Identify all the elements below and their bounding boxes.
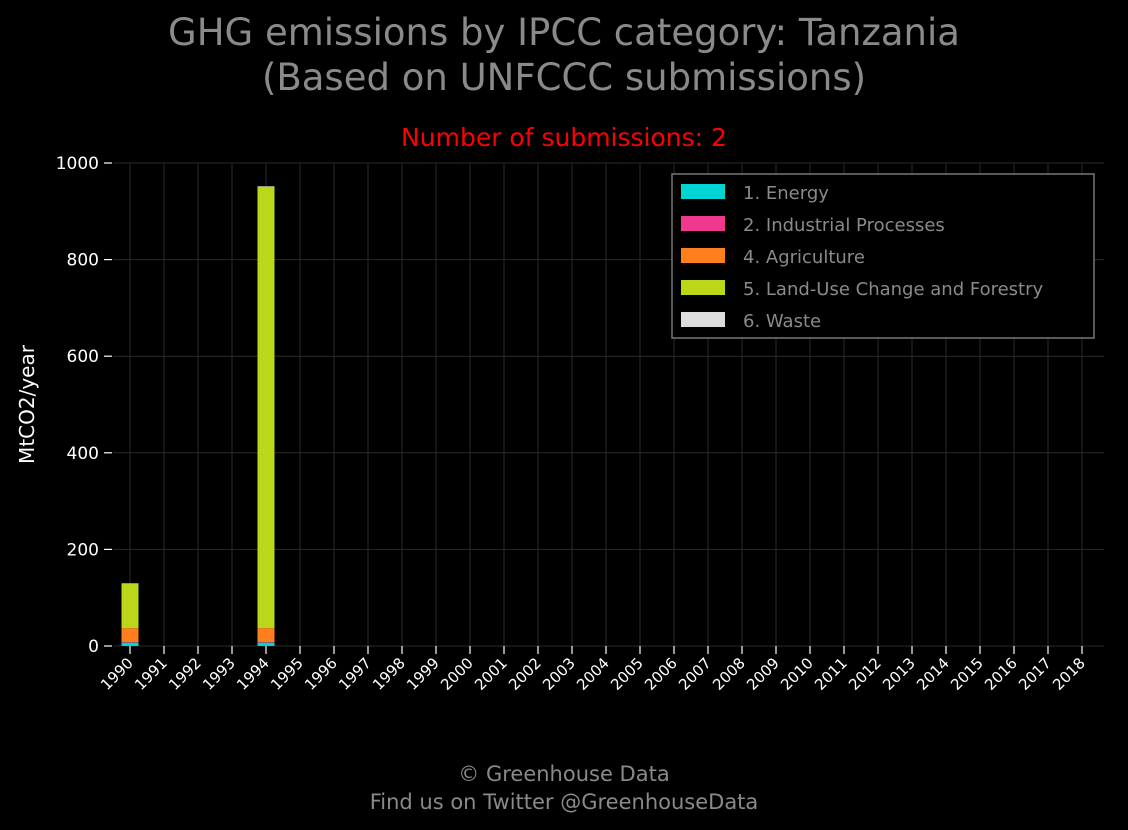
legend-swatch bbox=[681, 216, 725, 231]
bar-segment bbox=[121, 642, 139, 646]
legend-box bbox=[671, 173, 1095, 339]
x-tick-label: 2005 bbox=[607, 654, 647, 694]
x-tick-label: 2006 bbox=[641, 654, 681, 694]
x-tick-label: 1999 bbox=[403, 654, 443, 694]
x-tick-label: 1991 bbox=[131, 654, 171, 694]
x-tick-label: 2009 bbox=[743, 654, 783, 694]
x-tick-label: 1995 bbox=[267, 654, 307, 694]
chart-title-line-1: GHG emissions by IPCC category: Tanzania bbox=[168, 11, 960, 54]
legend-swatch bbox=[681, 248, 725, 263]
y-axis-label: MtCO2/year bbox=[15, 344, 39, 464]
x-tick-label: 2010 bbox=[777, 654, 817, 694]
footer: © Greenhouse Data Find us on Twitter @Gr… bbox=[0, 760, 1128, 816]
x-tick-label: 2000 bbox=[437, 654, 477, 694]
x-tick-label: 1994 bbox=[233, 654, 273, 694]
submission-count: Number of submissions: 2 bbox=[401, 123, 727, 152]
x-tick-label: 1996 bbox=[301, 654, 341, 694]
bar-segment bbox=[257, 628, 275, 643]
x-tick-label: 2008 bbox=[709, 654, 749, 694]
y-tick-label: 600 bbox=[67, 347, 99, 367]
bar-segment bbox=[121, 583, 139, 629]
x-tick-label: 2013 bbox=[879, 654, 919, 694]
legend-swatch bbox=[681, 280, 725, 295]
x-tick-label: 2016 bbox=[981, 654, 1021, 694]
legend-label: 6. Waste bbox=[743, 311, 821, 332]
x-tick-label: 1997 bbox=[335, 654, 375, 694]
legend-label: 2. Industrial Processes bbox=[743, 215, 945, 236]
x-tick-label: 1993 bbox=[199, 654, 239, 694]
x-tick-label: 2004 bbox=[573, 654, 613, 694]
y-tick-label: 200 bbox=[67, 540, 99, 560]
x-tick-label: 2012 bbox=[845, 654, 885, 694]
x-tick-label: 2014 bbox=[913, 654, 953, 694]
y-tick-label: 400 bbox=[67, 444, 99, 464]
y-tick-label: 800 bbox=[67, 251, 99, 271]
bar-segment bbox=[121, 628, 139, 643]
legend-label: 5. Land-Use Change and Forestry bbox=[743, 279, 1043, 300]
y-tick-label: 0 bbox=[88, 637, 99, 657]
x-tick-label: 1992 bbox=[165, 654, 205, 694]
legend-label: 4. Agriculture bbox=[743, 247, 865, 268]
twitter-text: Find us on Twitter @GreenhouseData bbox=[369, 790, 759, 814]
legend-swatch bbox=[681, 184, 725, 199]
copyright-text: © Greenhouse Data bbox=[458, 762, 670, 786]
x-tick-label: 2017 bbox=[1015, 654, 1055, 694]
emissions-chart: 0200400600800100019901991199219931994199… bbox=[15, 154, 1104, 694]
legend-swatch bbox=[681, 312, 725, 327]
y-tick-label: 1000 bbox=[56, 154, 99, 174]
x-tick-label: 1998 bbox=[369, 654, 409, 694]
chart-title: GHG emissions by IPCC category: Tanzania… bbox=[0, 10, 1128, 100]
legend-label: 1. Energy bbox=[743, 183, 829, 204]
x-tick-label: 2003 bbox=[539, 654, 579, 694]
x-tick-label: 2001 bbox=[471, 654, 511, 694]
x-tick-label: 2011 bbox=[811, 654, 851, 694]
x-tick-label: 2015 bbox=[947, 654, 987, 694]
x-tick-label: 2002 bbox=[505, 654, 545, 694]
x-tick-label: 2018 bbox=[1049, 654, 1089, 694]
chart-title-line-2: (Based on UNFCCC submissions) bbox=[261, 56, 867, 99]
bar-segment bbox=[257, 186, 275, 629]
x-tick-label: 2007 bbox=[675, 654, 715, 694]
x-tick-label: 1990 bbox=[97, 654, 137, 694]
bar-segment bbox=[257, 642, 275, 646]
